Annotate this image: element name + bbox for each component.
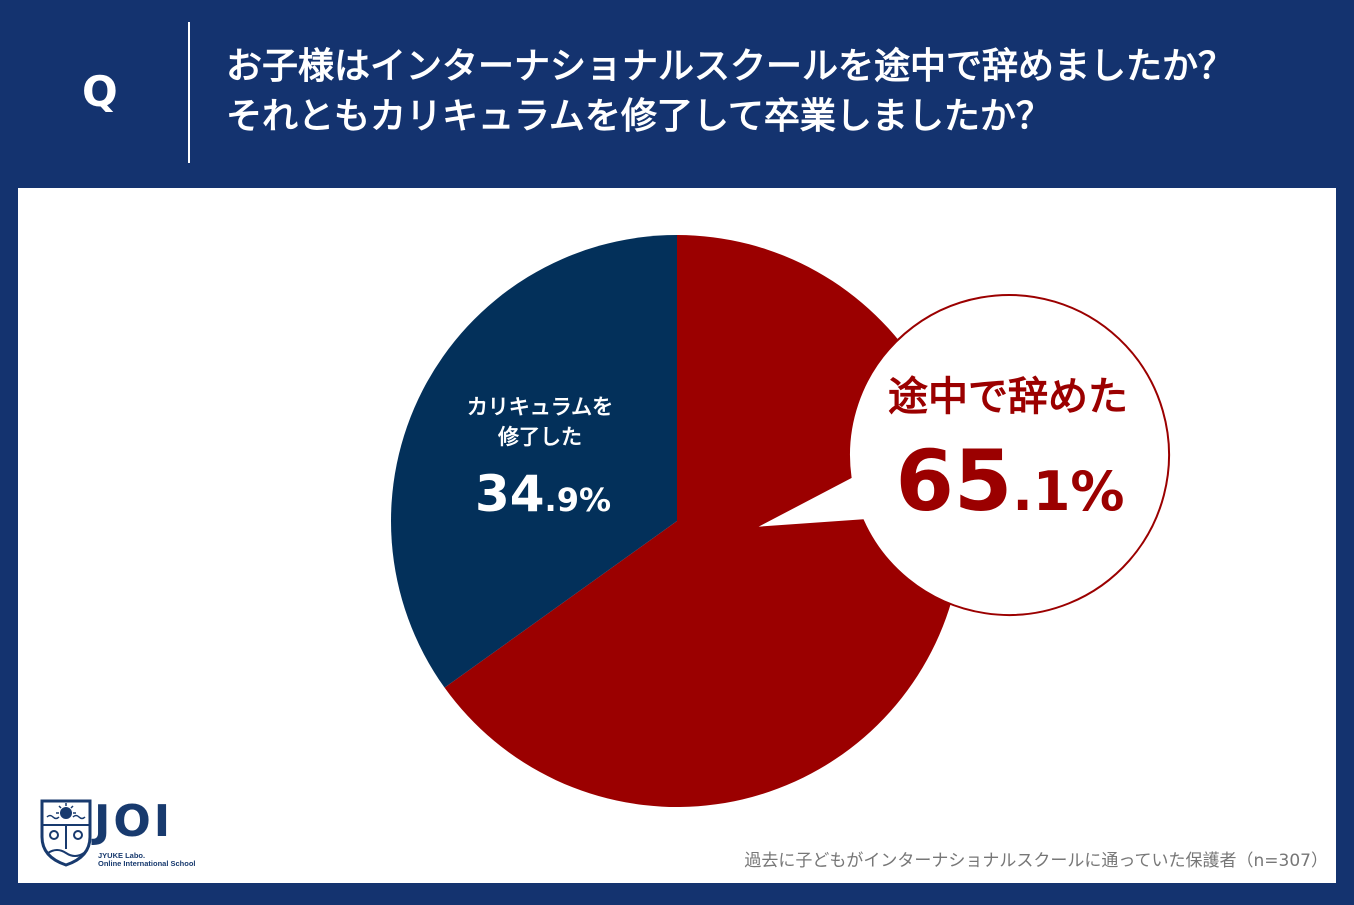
q-label: Q	[82, 67, 118, 116]
slice-value-completed-dec: .9%	[545, 481, 611, 519]
header-divider	[188, 22, 190, 163]
slice-value-quit-dec: .1%	[1012, 460, 1124, 523]
logo-subtitle-2: Online International School	[98, 859, 196, 868]
slice-value-completed-int: 34	[475, 465, 545, 523]
slice-value-quit: 65.1%	[895, 432, 1124, 530]
slice-value-completed: 34.9%	[475, 465, 611, 523]
logo-subtitle-1: JYUKE Labo.	[98, 851, 146, 860]
callout-shape	[753, 294, 1170, 616]
question-line-1: お子様はインターナショナルスクールを途中で辞めましたか？	[226, 46, 1235, 87]
slice-value-quit-int: 65	[895, 432, 1012, 530]
slice-label-quit: 途中で辞めた	[888, 374, 1128, 420]
footnote: 過去に子どもがインターナショナルスクールに通っていた保護者（n=307）	[744, 851, 1328, 871]
header: Q お子様はインターナショナルスクールを途中で辞めましたか？ それともカリキュラ…	[0, 0, 1354, 188]
callout-bubble	[753, 294, 1170, 616]
question-line-2: それともカリキュラムを修了して卒業しましたか？	[226, 96, 1052, 137]
pie-slice-quit	[444, 235, 964, 808]
joi-logo: JOI JYUKE Labo. Online International Sch…	[38, 797, 218, 869]
logo-wordmark: JOI	[94, 796, 174, 847]
slice-label-completed-line1: カリキュラムを	[467, 395, 613, 419]
question-title: お子様はインターナショナルスクールを途中で辞めましたか？ それともカリキュラムを…	[226, 42, 1336, 142]
pie-slice-completed	[391, 235, 677, 688]
school-crest-icon	[40, 799, 92, 867]
slice-label-completed-line2: 修了した	[497, 425, 582, 449]
